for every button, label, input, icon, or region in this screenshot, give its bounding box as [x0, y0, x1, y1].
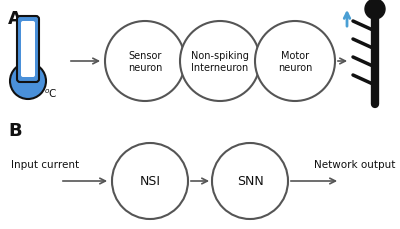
Circle shape: [10, 64, 46, 100]
Text: Motor
neuron: Motor neuron: [278, 51, 312, 73]
Text: NSI: NSI: [140, 175, 160, 188]
Text: Input current: Input current: [11, 159, 79, 169]
Text: SNN: SNN: [237, 175, 263, 188]
Text: A: A: [8, 10, 22, 28]
Text: Sensor
neuron: Sensor neuron: [128, 51, 162, 73]
Text: $^o$C: $^o$C: [44, 88, 58, 100]
Circle shape: [365, 0, 385, 20]
FancyBboxPatch shape: [17, 17, 39, 83]
Circle shape: [255, 22, 335, 101]
Text: B: B: [8, 121, 22, 139]
Text: Non-spiking
Interneuron: Non-spiking Interneuron: [191, 51, 249, 73]
Circle shape: [112, 143, 188, 219]
FancyBboxPatch shape: [21, 22, 35, 78]
Circle shape: [180, 22, 260, 101]
Circle shape: [105, 22, 185, 101]
Text: Network output: Network output: [314, 159, 396, 169]
Circle shape: [212, 143, 288, 219]
